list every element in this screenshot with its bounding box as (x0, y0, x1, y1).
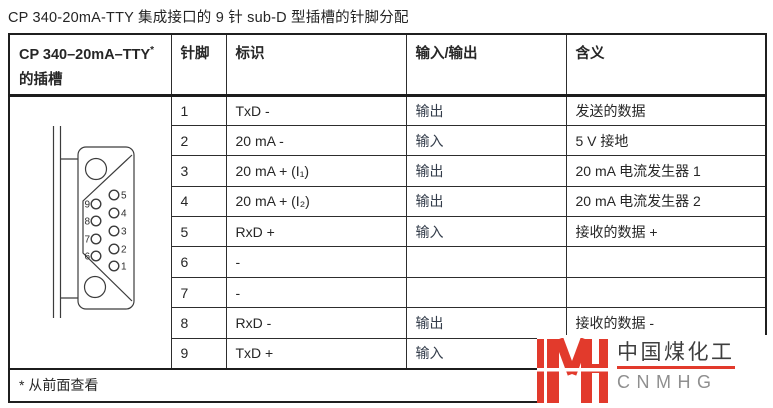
pin-label-5: 5 (121, 190, 127, 201)
watermark-text: 中国煤化工 CNMHG (617, 340, 735, 393)
d-sub-face-outline (82, 154, 133, 302)
pin-designation: TxD - (225, 94, 407, 126)
table-row: 8 RxD - 输出 接收的数据 - (9, 307, 767, 339)
header-slot: CP 340–20mA–TTY* 的插槽 (8, 33, 172, 97)
pin-number: 5 (170, 216, 227, 248)
pin-meaning: 20 mA 电流发生器 2 (565, 185, 767, 218)
header-io: 输入/输出 (405, 33, 567, 97)
pin-designation: 20 mA + (I₁) (225, 155, 407, 187)
page-title: CP 340-20mA-TTY 集成接口的 9 针 sub-D 型插槽的针脚分配 (8, 10, 409, 26)
pin-label-8: 8 (84, 216, 90, 227)
header-pin: 针脚 (170, 33, 227, 97)
pin-meaning: 接收的数据 - (565, 307, 767, 339)
pin-io: 输出 (405, 307, 567, 339)
table-row: 2 20 mA - 输入 5 V 接地 (9, 124, 767, 157)
pin-meaning: 20 mA 电流发生器 1 (565, 155, 767, 187)
pin-hole-6 (90, 250, 102, 262)
pin-io: 输出 (405, 185, 567, 218)
header-meaning: 含义 (565, 33, 767, 97)
pin-meaning: 5 V 接地 (565, 124, 767, 157)
connector-diagram-cell: 5 4 3 2 1 9 8 7 6 (8, 94, 172, 370)
pin-assignment-table: CP 340–20mA–TTY* 的插槽 针脚 标识 输入/输出 含义 (8, 33, 767, 403)
pin-meaning: 发送的数据 (565, 94, 767, 126)
watermark-name-cn: 中国煤化工 (617, 341, 735, 364)
pin-designation: RxD - (225, 307, 407, 339)
pin-designation: - (225, 276, 407, 309)
pin-number: 9 (170, 337, 227, 370)
d-sub-connector-diagram: 5 4 3 2 1 9 8 7 6 (52, 125, 135, 318)
pin-designation: 20 mA - (225, 124, 407, 157)
watermark-name-en: CNMHG (617, 371, 718, 392)
pin-label-9: 9 (84, 199, 90, 210)
pin-label-4: 4 (121, 208, 127, 219)
pin-designation: TxD + (225, 337, 407, 370)
pin-number: 7 (170, 276, 227, 309)
pin-io: 输出 (405, 155, 567, 187)
watermark-logo: 中国煤化工 CNMHG (537, 335, 773, 408)
header-designation: 标识 (225, 33, 407, 97)
mh-monogram-icon (537, 338, 608, 403)
pin-io: 输入 (405, 216, 567, 248)
pin-number: 8 (170, 307, 227, 339)
pin-meaning (565, 246, 767, 278)
table-row: 3 20 mA + (I₁) 输出 20 mA 电流发生器 1 (9, 155, 767, 187)
pin-hole-8 (90, 215, 102, 227)
table-header-row: CP 340–20mA–TTY* 的插槽 针脚 标识 输入/输出 含义 (8, 33, 767, 97)
pin-designation: 20 mA + (I₂) (225, 185, 407, 218)
pin-hole-1 (108, 260, 120, 272)
watermark-divider (617, 366, 735, 369)
table-row: 4 20 mA + (I₂) 输出 20 mA 电流发生器 2 (9, 185, 767, 218)
pin-io: 输入 (405, 124, 567, 157)
pin-hole-5 (108, 189, 120, 201)
pin-io (405, 276, 567, 309)
pin-number: 2 (170, 124, 227, 157)
pin-label-7: 7 (84, 234, 90, 245)
screw-hole-bottom (83, 275, 107, 298)
pin-number: 1 (170, 94, 227, 126)
header-slot-line2: 的插槽 (19, 72, 63, 89)
pin-io (405, 246, 567, 278)
connector-body (77, 145, 135, 310)
pin-label-3: 3 (121, 226, 127, 237)
pin-io: 输出 (405, 94, 567, 126)
pin-hole-4 (108, 207, 120, 219)
pin-hole-2 (108, 243, 120, 255)
screw-hole-top (84, 157, 108, 180)
pin-hole-7 (90, 233, 102, 245)
pin-number: 6 (170, 246, 227, 278)
pin-label-2: 2 (121, 244, 127, 255)
pin-label-1: 1 (121, 261, 127, 272)
pin-number: 3 (170, 155, 227, 187)
header-slot-line1: CP 340–20mA–TTY (19, 46, 151, 63)
pin-number: 4 (170, 185, 227, 218)
pin-designation: RxD + (225, 216, 407, 248)
pin-meaning (565, 276, 767, 309)
header-slot-asterisk: * (150, 45, 155, 56)
pin-hole-9 (90, 198, 102, 210)
pin-designation: - (225, 246, 407, 278)
pin-meaning: 接收的数据 + (565, 216, 767, 248)
pin-label-6: 6 (84, 251, 90, 262)
pin-hole-3 (108, 225, 120, 237)
table-row: 5 4 3 2 1 9 8 7 6 1 TxD - 输出 (8, 94, 767, 370)
